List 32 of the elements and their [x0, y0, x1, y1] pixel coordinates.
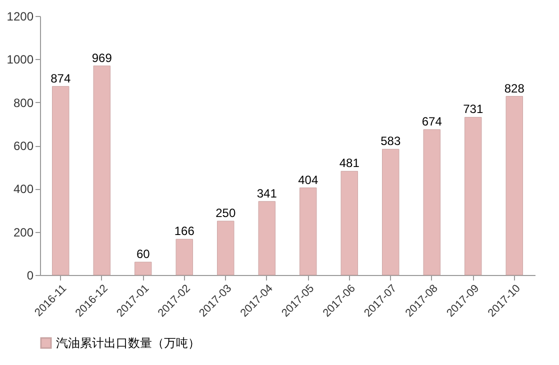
- bar: [52, 86, 70, 276]
- y-tick-label: 1000: [6, 52, 34, 67]
- y-tick-label: 400: [13, 182, 34, 196]
- bar: [340, 170, 358, 276]
- y-tick-label: 0: [26, 268, 34, 282]
- data-label: 250: [216, 206, 236, 220]
- data-label: 674: [422, 114, 442, 129]
- y-tick-label: 1200: [6, 10, 34, 24]
- y-tick-label: 800: [13, 96, 34, 110]
- data-label: 404: [298, 172, 318, 187]
- bar: [93, 66, 110, 276]
- bar: [300, 188, 317, 276]
- bar: [423, 129, 440, 276]
- bar: [258, 201, 276, 276]
- data-label: 969: [92, 50, 112, 65]
- y-tick-label: 600: [13, 139, 34, 153]
- bar: [176, 238, 193, 276]
- data-label: 341: [256, 186, 278, 200]
- bar: [134, 262, 152, 276]
- data-label: 481: [339, 156, 360, 170]
- data-label: 583: [380, 134, 401, 148]
- legend-label: 汽油累计出口数量（万吨）: [56, 336, 200, 350]
- data-label: 731: [463, 102, 484, 116]
- bar: [506, 96, 523, 276]
- bar: [217, 220, 234, 276]
- y-tick-label: 200: [13, 225, 34, 240]
- data-label: 60: [136, 247, 150, 262]
- data-label: 828: [504, 81, 525, 96]
- bar: [382, 148, 400, 276]
- bar: [464, 116, 482, 276]
- data-label: 166: [174, 224, 195, 238]
- data-label: 874: [50, 71, 71, 86]
